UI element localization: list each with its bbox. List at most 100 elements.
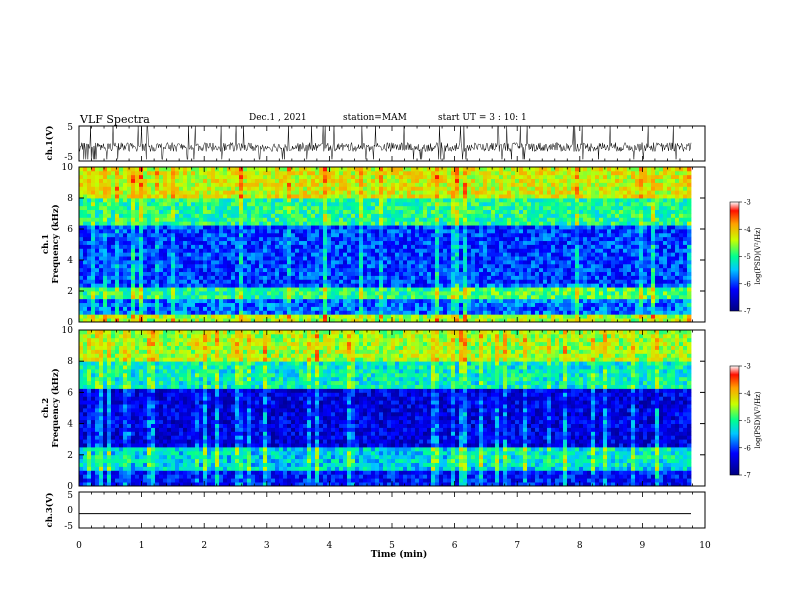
ch1-spectrogram-cell bbox=[371, 240, 376, 245]
ch1-spectrogram-cell bbox=[295, 244, 300, 249]
ch1-spectrogram-cell bbox=[487, 302, 492, 307]
ch1-spectrogram-cell bbox=[467, 248, 472, 253]
ch1-spectrogram-cell bbox=[415, 194, 420, 199]
ch1-spectrogram-cell bbox=[203, 236, 208, 242]
ch1-spectrogram-cell bbox=[479, 190, 484, 195]
ch1-spectrogram-cell bbox=[259, 198, 264, 203]
ch1-spectrogram-cell bbox=[347, 302, 352, 307]
ch1-spectrogram-cell bbox=[411, 217, 416, 222]
ch1-spectrogram-cell bbox=[411, 283, 416, 288]
ch1-spectrogram-cell bbox=[339, 294, 344, 300]
ch1-spectrogram-cell bbox=[555, 294, 560, 300]
ch1-spectrogram-cell bbox=[527, 279, 532, 284]
ch1-spectrogram-cell bbox=[415, 229, 420, 234]
ch1-spectrogram-cell bbox=[463, 186, 468, 191]
ch1-spectrogram-cell bbox=[291, 178, 296, 183]
ch1-spectrogram-cell bbox=[447, 217, 452, 222]
ch1-spectrogram-cell bbox=[495, 314, 500, 319]
ch1-spectrogram-cell bbox=[359, 263, 364, 269]
ch1-spectrogram-cell bbox=[239, 263, 244, 269]
ch1-spectrogram-cell bbox=[563, 221, 568, 226]
ch1-spectrogram-cell bbox=[179, 287, 184, 292]
ch1-spectrogram-cell bbox=[479, 275, 484, 280]
ch1-spectrogram-cell bbox=[191, 298, 196, 304]
ch1-spectrogram-cell bbox=[91, 240, 96, 245]
ch1-spectrogram-cell bbox=[271, 310, 276, 315]
ch1-spectrogram-cell bbox=[315, 198, 320, 203]
ch1-spectrogram-cell bbox=[287, 186, 292, 191]
ch1-spectrogram-cell bbox=[243, 225, 248, 230]
ch1-spectrogram-cell bbox=[115, 198, 120, 203]
ch1-spectrogram-cell bbox=[131, 205, 136, 211]
ch1-spectrogram-cell bbox=[375, 306, 380, 311]
ch1-spectrogram-cell bbox=[199, 294, 204, 300]
ch1-spectrogram-cell bbox=[499, 190, 504, 195]
ch1-spectrogram-cell bbox=[431, 209, 436, 214]
ch1-spectrogram-cell bbox=[263, 194, 268, 199]
ch1-spectrogram-cell bbox=[191, 291, 196, 296]
ch1-spectrogram-cell bbox=[83, 170, 88, 176]
ch1-spectrogram-cell bbox=[123, 283, 128, 288]
ch1-spectrogram-cell bbox=[483, 256, 488, 261]
ch1-spectrogram-cell bbox=[151, 201, 156, 207]
ch1-spectrogram-cell bbox=[395, 271, 400, 276]
ch1-spectrogram-cell bbox=[307, 275, 312, 280]
ch1-spectrogram-cell bbox=[123, 205, 128, 211]
ch1-spectrogram-cell bbox=[95, 287, 100, 292]
ch1-spectrogram-cell bbox=[255, 205, 260, 211]
ch1-spectrogram-cell bbox=[467, 318, 472, 323]
ch1-spectrogram-cell bbox=[83, 198, 88, 203]
ch1-spectrogram-cell bbox=[283, 302, 288, 307]
ch1-spectrogram-cell bbox=[483, 318, 488, 323]
ch1-spectrogram-cell bbox=[303, 248, 308, 253]
ch1-spectrogram-cell bbox=[95, 205, 100, 211]
ch1-spectrogram-cell bbox=[211, 232, 216, 238]
ch1-spectrogram-cell bbox=[299, 271, 304, 276]
ch1-spectrogram-cell bbox=[123, 232, 128, 238]
ch1-spectrogram-cell bbox=[251, 306, 256, 311]
ch1-spectrogram-cell bbox=[343, 232, 348, 238]
ch1-spectrogram-cell bbox=[335, 248, 340, 253]
ch1-spectrogram-cell bbox=[563, 229, 568, 234]
ch1-spectrogram-cell bbox=[303, 263, 308, 269]
ch1-spectrogram-cell bbox=[203, 170, 208, 176]
ch1-spectrogram-cell bbox=[507, 302, 512, 307]
ch1-spectrogram-cell bbox=[559, 267, 564, 273]
ch1-spectrogram-cell bbox=[515, 314, 520, 319]
ch1-spectrogram-cell bbox=[303, 198, 308, 203]
ch1-spectrogram-cell bbox=[543, 283, 548, 288]
ch1-spectrogram-cell bbox=[555, 279, 560, 284]
ch1-spectrogram-cell bbox=[247, 209, 252, 214]
ch1-spectrogram-cell bbox=[139, 310, 144, 315]
ch1-spectrogram-cell bbox=[307, 221, 312, 226]
ch1-spectrogram-cell bbox=[95, 291, 100, 296]
ch1-spectrogram-cell bbox=[407, 275, 412, 280]
ch1-spectrogram-cell bbox=[267, 186, 272, 191]
ch1-spectrogram-cell bbox=[163, 217, 168, 222]
ch1-spectrogram-cell bbox=[103, 310, 108, 315]
ch1-spectrogram-cell bbox=[539, 178, 544, 183]
ch1-spectrogram-cell bbox=[163, 310, 168, 315]
ch1-spectrogram-cell bbox=[351, 318, 356, 323]
ch1-spectrogram-cell bbox=[431, 182, 436, 187]
ch1-spectrogram-cell bbox=[503, 248, 508, 253]
ch1-spectrogram-cell bbox=[299, 267, 304, 273]
ch1-spectrogram-cell bbox=[95, 302, 100, 307]
ch1-spectrogram-cell bbox=[351, 314, 356, 319]
ch1-spectrogram-cell bbox=[155, 205, 160, 211]
ch1-spectrogram-cell bbox=[479, 236, 484, 242]
ch1-spectrogram-cell bbox=[243, 260, 248, 265]
ch1-spectrogram-cell bbox=[431, 213, 436, 218]
ch1-spectrogram-cell bbox=[259, 190, 264, 195]
ch1-spectrogram-cell bbox=[171, 275, 176, 280]
ch1-spectrogram-cell bbox=[523, 167, 528, 172]
ch1-spectrogram-cell bbox=[359, 194, 364, 199]
ch1-spectrogram-cell bbox=[555, 198, 560, 203]
ch1-spectrogram-cell bbox=[243, 209, 248, 214]
ch1-spectrogram-cell bbox=[455, 225, 460, 230]
ch1-spectrogram-cell bbox=[459, 186, 464, 191]
ch1-spectrogram-cell bbox=[179, 302, 184, 307]
ch1-spectrogram-cell bbox=[287, 298, 292, 304]
ch1-spectrogram-cell bbox=[447, 267, 452, 273]
ch1-spectrogram-cell bbox=[515, 213, 520, 218]
